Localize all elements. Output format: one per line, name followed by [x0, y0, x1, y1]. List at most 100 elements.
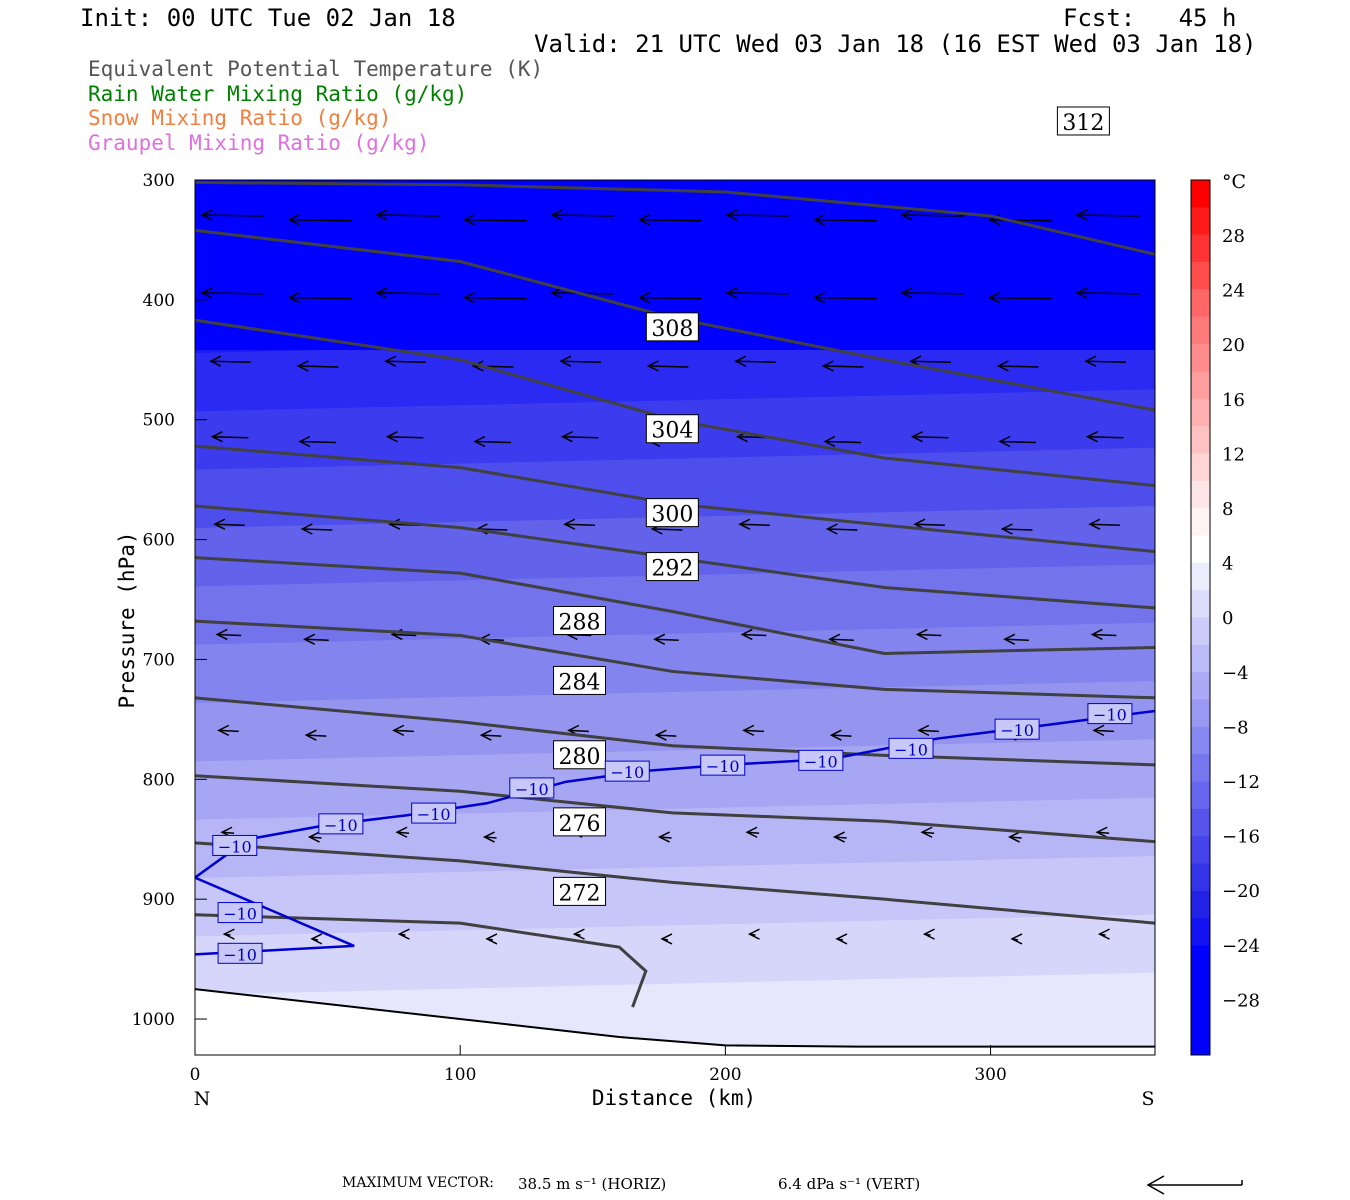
colorbar-tick-label: 28	[1222, 226, 1245, 247]
wind-vector	[987, 291, 1052, 304]
colorbar-tick-label: 12	[1222, 444, 1245, 465]
isotherm-label: −10	[318, 813, 364, 835]
x-axis-label: Distance (km)	[592, 1086, 756, 1110]
theta-e-line	[195, 556, 1155, 655]
wind-vector	[559, 355, 601, 367]
svg-text:288: 288	[559, 611, 601, 636]
wind-vector	[300, 523, 333, 535]
y-tick-label: 300	[143, 171, 175, 191]
wind-vector	[479, 729, 502, 741]
wind-vector	[222, 928, 235, 940]
wind-vector	[637, 291, 702, 304]
wind-vector	[563, 518, 595, 530]
theta-e-label: 288	[553, 606, 607, 636]
svg-text:−10: −10	[706, 757, 740, 776]
colorbar-cell	[1191, 644, 1210, 673]
wind-vector	[395, 826, 410, 838]
svg-text:280: 280	[559, 745, 601, 770]
colorbar: 28 24 20 16 12 8 4 0 −4 −8 −12 −16 −20 −24 −28	[1190, 179, 1260, 1056]
colorbar-cell	[1191, 1027, 1210, 1056]
wind-vector	[550, 209, 615, 221]
max-vector-vert: 6.4 dPa s⁻¹ (VERT)	[778, 1175, 921, 1193]
theta-e-label: 284	[553, 665, 607, 695]
wind-vector	[392, 724, 414, 737]
colorbar-cell	[1191, 508, 1210, 536]
colorbar-tick-label: 20	[1222, 335, 1245, 356]
wind-vector	[653, 633, 679, 645]
svg-text:−10: −10	[223, 905, 257, 924]
x-tick-label: 100	[444, 1065, 476, 1085]
svg-text:−10: −10	[894, 740, 928, 759]
theta-e-label: 312	[1056, 106, 1110, 136]
contour-labels: 312 308 304 300 292 288 284 280 276 272 −10 −10 −10 −…	[212, 106, 1133, 964]
svg-text:308: 308	[651, 317, 693, 342]
wind-vector	[1003, 633, 1029, 645]
wind-vector	[654, 729, 677, 741]
colorbar-tick-label: −4	[1222, 663, 1249, 684]
wind-vector	[200, 287, 265, 299]
y-tick-label: 700	[143, 650, 175, 670]
colorbar-cell	[1191, 207, 1210, 236]
y-tick-label: 800	[143, 770, 175, 790]
colorbar-tick-label: 8	[1222, 499, 1233, 520]
theta-e-label: 292	[645, 552, 699, 582]
wind-vector	[738, 518, 770, 530]
svg-text:−10: −10	[610, 763, 644, 782]
isotherm-label: −10	[604, 760, 650, 782]
wind-vector	[298, 435, 336, 448]
theta-e-line	[195, 619, 1155, 700]
axes: 300 400 500 600 700 800 900 1000 0 100 200 300	[132, 171, 1007, 1085]
colorbar-cell	[1191, 617, 1210, 646]
wind-vector	[209, 355, 251, 367]
colorbar-tick-label: −20	[1222, 881, 1260, 902]
isotherm-label: −10	[888, 737, 934, 759]
colorbar-cell	[1191, 426, 1210, 454]
theta-e-label: 300	[645, 498, 699, 528]
wind-vector	[660, 933, 673, 945]
wind-vector	[1075, 209, 1140, 221]
colorbar-cell	[1191, 262, 1210, 290]
wind-vector	[482, 831, 497, 843]
colorbar-cell	[1191, 754, 1210, 783]
colorbar-cell	[1191, 781, 1210, 810]
colorbar-cell	[1191, 836, 1210, 865]
colorbar-tick-label: 24	[1222, 281, 1245, 302]
theta-e-label: 280	[553, 740, 607, 770]
wind-vector	[1007, 831, 1022, 843]
svg-text:−10: −10	[1000, 721, 1034, 740]
wind-vector	[1000, 523, 1033, 535]
wind-vector	[1097, 928, 1110, 940]
forecast-hour: Fcst: 45 h	[1063, 4, 1237, 32]
isotherm-label: −10	[798, 749, 844, 771]
max-vector-label: MAXIMUM VECTOR:	[342, 1175, 494, 1191]
wind-vector	[917, 724, 939, 737]
colorbar-cell	[1191, 1000, 1210, 1029]
wind-vector	[384, 355, 426, 367]
x-tick-label: 300	[974, 1065, 1006, 1085]
colorbar-cell	[1191, 344, 1210, 372]
svg-text:284: 284	[559, 670, 601, 695]
terrain	[195, 988, 1155, 1055]
temperature-shading	[195, 180, 1155, 1055]
colorbar-cell	[1191, 808, 1210, 837]
wind-vector	[910, 431, 949, 443]
theta-e-line	[195, 696, 1155, 767]
wind-vector	[725, 287, 790, 299]
valid-time: Valid: 21 UTC Wed 03 Jan 18 (16 EST Wed …	[534, 30, 1257, 58]
wind-vector	[922, 928, 935, 940]
svg-text:−10: −10	[223, 945, 257, 964]
theta-e-line	[195, 774, 1155, 844]
wind-vector	[996, 360, 1039, 372]
theta-e-label: 272	[553, 876, 607, 906]
wind-vector	[287, 291, 352, 304]
colorbar-unit: °C	[1222, 171, 1246, 193]
colorbar-cell	[1191, 234, 1210, 263]
colorbar-tick-label: −12	[1222, 772, 1260, 793]
colorbar-cell	[1191, 371, 1210, 400]
svg-text:−10: −10	[324, 816, 358, 835]
svg-text:292: 292	[651, 557, 693, 582]
wind-vector	[462, 291, 527, 304]
wind-vector	[310, 933, 323, 945]
colorbar-cell	[1191, 863, 1210, 892]
isotherm-label: −10	[1087, 703, 1133, 725]
